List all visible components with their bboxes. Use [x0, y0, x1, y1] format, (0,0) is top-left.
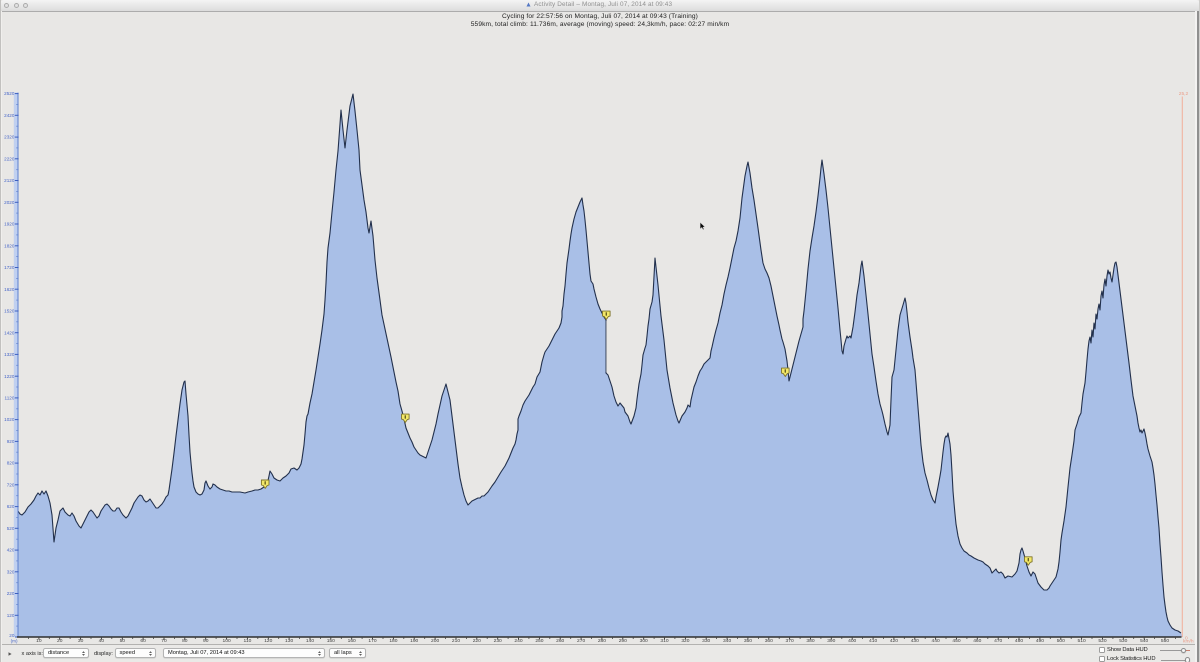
svg-text:380: 380 [806, 638, 814, 644]
svg-text:470: 470 [994, 638, 1002, 644]
svg-text:25,2: 25,2 [1179, 91, 1189, 97]
svg-text:260: 260 [556, 638, 564, 644]
svg-text:420: 420 [7, 548, 15, 553]
svg-text:1820: 1820 [4, 243, 15, 248]
svg-text:370: 370 [786, 638, 794, 644]
svg-text:0: 0 [1185, 635, 1188, 641]
svg-text:1220: 1220 [4, 374, 15, 379]
svg-text:300: 300 [640, 638, 648, 644]
svg-text:70: 70 [161, 638, 167, 644]
svg-text:30: 30 [78, 638, 84, 644]
svg-text:520: 520 [7, 526, 15, 531]
svg-text:200: 200 [431, 638, 439, 644]
svg-text:390: 390 [827, 638, 835, 644]
svg-text:320: 320 [7, 569, 15, 574]
svg-text:1620: 1620 [4, 287, 15, 292]
svg-text:2420: 2420 [4, 113, 15, 118]
svg-text:360: 360 [765, 638, 773, 644]
svg-text:100: 100 [223, 638, 231, 644]
svg-text:440: 440 [932, 638, 940, 644]
svg-text:1420: 1420 [4, 330, 15, 335]
svg-text:20: 20 [57, 638, 63, 644]
svg-text:270: 270 [577, 638, 585, 644]
svg-text:(m): (m) [11, 638, 18, 643]
svg-text:1320: 1320 [4, 352, 15, 357]
svg-text:480: 480 [1015, 638, 1023, 644]
svg-text:120: 120 [7, 613, 15, 618]
svg-text:310: 310 [660, 638, 668, 644]
svg-text:10: 10 [36, 638, 42, 644]
svg-text:350: 350 [744, 638, 752, 644]
svg-text:620: 620 [7, 504, 15, 509]
svg-text:90: 90 [203, 638, 209, 644]
svg-text:1720: 1720 [4, 265, 15, 270]
svg-text:2520: 2520 [4, 91, 15, 96]
svg-text:500: 500 [1057, 638, 1065, 644]
svg-text:490: 490 [1036, 638, 1044, 644]
svg-text:1920: 1920 [4, 222, 15, 227]
svg-text:20: 20 [9, 633, 15, 638]
svg-text:400: 400 [848, 638, 856, 644]
svg-text:290: 290 [619, 638, 627, 644]
svg-text:160: 160 [348, 638, 356, 644]
svg-text:820: 820 [7, 461, 15, 466]
svg-text:2020: 2020 [4, 200, 15, 205]
svg-text:280: 280 [598, 638, 606, 644]
svg-text:430: 430 [911, 638, 919, 644]
svg-text:120: 120 [264, 638, 272, 644]
svg-text:540: 540 [1140, 638, 1148, 644]
svg-text:220: 220 [7, 591, 15, 596]
svg-text:240: 240 [514, 638, 522, 644]
svg-text:60: 60 [140, 638, 146, 644]
svg-text:250: 250 [535, 638, 543, 644]
svg-text:530: 530 [1119, 638, 1127, 644]
svg-text:2120: 2120 [4, 178, 15, 183]
svg-text:410: 410 [869, 638, 877, 644]
svg-text:130: 130 [285, 638, 293, 644]
svg-text:510: 510 [1078, 638, 1086, 644]
svg-text:2220: 2220 [4, 156, 15, 161]
svg-text:2320: 2320 [4, 135, 15, 140]
svg-text:180: 180 [389, 638, 397, 644]
svg-text:110: 110 [244, 638, 252, 644]
svg-text:1120: 1120 [5, 396, 15, 401]
svg-text:150: 150 [327, 638, 335, 644]
svg-text:40: 40 [99, 638, 105, 644]
svg-text:460: 460 [973, 638, 981, 644]
svg-text:420: 420 [890, 638, 898, 644]
svg-text:230: 230 [494, 638, 502, 644]
svg-text:1020: 1020 [4, 417, 15, 422]
svg-text:340: 340 [723, 638, 731, 644]
svg-text:190: 190 [410, 638, 418, 644]
svg-text:170: 170 [368, 638, 376, 644]
svg-text:km/h: km/h [1183, 639, 1194, 645]
svg-text:140: 140 [306, 638, 314, 644]
svg-text:520: 520 [1098, 638, 1106, 644]
svg-text:720: 720 [7, 482, 15, 487]
svg-text:50: 50 [120, 638, 126, 644]
svg-text:210: 210 [452, 638, 460, 644]
svg-text:330: 330 [702, 638, 710, 644]
svg-text:320: 320 [681, 638, 689, 644]
svg-text:1520: 1520 [4, 309, 15, 314]
svg-text:220: 220 [473, 638, 481, 644]
svg-text:550: 550 [1161, 638, 1169, 644]
svg-text:450: 450 [952, 638, 960, 644]
svg-text:920: 920 [7, 439, 15, 444]
svg-text:80: 80 [182, 638, 188, 644]
